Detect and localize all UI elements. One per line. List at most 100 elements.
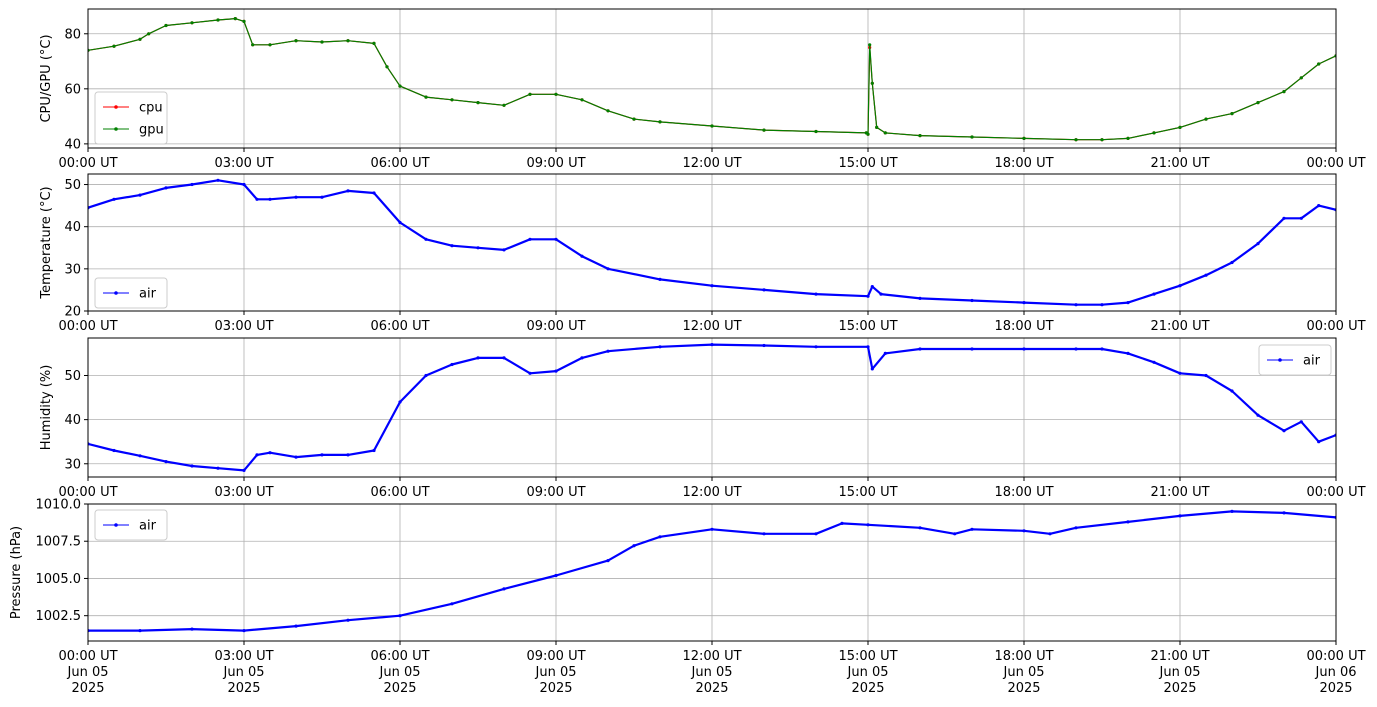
y-axis-label: Humidity (%) <box>39 365 54 451</box>
x-tick-label: 15:00 UT Jun 05 2025 <box>838 649 897 696</box>
data-point <box>294 195 298 199</box>
legend-label: air <box>139 519 157 534</box>
data-point <box>242 468 246 472</box>
data-point <box>1022 529 1026 533</box>
series-line-air <box>88 179 1336 306</box>
data-point <box>1282 90 1286 94</box>
y-tick-label: 1005.0 <box>36 572 82 587</box>
x-tick-label: 00:00 UT <box>58 156 117 171</box>
data-point <box>372 41 376 46</box>
data-point <box>1074 526 1078 530</box>
data-point <box>1230 260 1234 265</box>
data-point <box>814 345 818 349</box>
data-point <box>1256 101 1260 105</box>
data-point <box>658 277 662 281</box>
data-point <box>294 39 298 43</box>
data-point <box>1317 204 1321 208</box>
data-point <box>112 44 116 48</box>
data-point <box>632 117 636 121</box>
data-point <box>398 400 402 404</box>
data-point <box>268 197 272 201</box>
data-point <box>294 455 298 459</box>
data-point <box>1282 216 1286 220</box>
data-point <box>294 624 298 628</box>
data-point <box>268 451 272 455</box>
data-point <box>320 195 324 199</box>
x-tick-label: 06:00 UT Jun 05 2025 <box>370 649 429 696</box>
x-tick-label: 00:00 UT <box>1306 156 1365 171</box>
data-point <box>918 347 922 351</box>
x-tick-label: 09:00 UT <box>526 156 585 171</box>
data-point <box>242 19 246 23</box>
x-tick-label: 21:00 UT <box>1150 485 1209 500</box>
x-tick-label: 12:00 UT <box>682 319 741 334</box>
data-point <box>658 120 662 124</box>
data-point <box>554 237 558 241</box>
chart-panel-1: 40 60 80 00:00 UT 03:00 UT 06:00 UT 09:00 UT 12… <box>39 8 1366 171</box>
data-point <box>138 193 142 197</box>
data-point <box>216 466 220 470</box>
data-point <box>1256 413 1260 417</box>
data-point <box>138 454 142 458</box>
data-point <box>1048 532 1052 536</box>
x-tick-label: 18:00 UT <box>994 156 1053 171</box>
data-point <box>606 349 610 353</box>
data-point <box>1299 216 1303 220</box>
y-tick-label: 30 <box>64 457 81 472</box>
data-point <box>1022 301 1026 305</box>
data-point <box>233 17 237 21</box>
x-tick-label: 12:00 UT <box>682 156 741 171</box>
data-point <box>554 573 558 578</box>
x-tick-label: 00:00 UT <box>1306 319 1365 334</box>
data-point <box>918 526 922 530</box>
legend: air <box>94 277 168 309</box>
data-point <box>476 246 480 250</box>
data-point <box>879 292 883 296</box>
data-point <box>1299 420 1303 424</box>
x-tick-label: 09:00 UT Jun 05 2025 <box>526 649 585 696</box>
series-air <box>88 509 1336 633</box>
data-point <box>1178 284 1182 288</box>
data-point <box>255 197 259 201</box>
data-point <box>1299 76 1303 80</box>
legend-label: gpu <box>139 123 164 138</box>
data-point <box>953 532 957 536</box>
x-tick-label: 12:00 UT <box>682 485 741 500</box>
data-point <box>1178 125 1182 129</box>
data-point <box>1204 373 1208 378</box>
data-point <box>710 124 714 128</box>
series-gpu <box>88 17 1336 142</box>
data-point <box>346 618 350 622</box>
data-point <box>138 37 142 41</box>
data-point <box>1126 351 1130 355</box>
legend-marker <box>114 127 118 131</box>
x-tick-label: 21:00 UT <box>1150 319 1209 334</box>
data-point <box>268 43 272 47</box>
legend-marker <box>114 523 118 527</box>
data-point <box>554 369 558 373</box>
data-point <box>502 587 506 591</box>
data-point <box>1282 511 1286 515</box>
data-point <box>216 18 220 22</box>
data-point <box>606 559 610 563</box>
data-point <box>554 92 558 96</box>
x-tick-label: 03:00 UT <box>214 319 273 334</box>
data-point <box>450 244 454 248</box>
data-point <box>918 296 922 300</box>
data-point <box>424 373 428 378</box>
data-point <box>255 453 259 457</box>
y-tick-label: 1007.5 <box>36 535 82 550</box>
data-point <box>762 343 766 348</box>
data-point <box>1178 514 1182 518</box>
legend-label: cpu <box>139 101 163 116</box>
legend-box <box>94 277 168 309</box>
data-point <box>251 43 255 47</box>
data-point <box>1204 117 1208 121</box>
data-point <box>528 371 532 375</box>
x-tick-label: 00:00 UT <box>58 485 117 500</box>
data-point <box>606 109 610 113</box>
legend-label: air <box>139 287 157 302</box>
data-point <box>190 464 194 468</box>
legend-marker <box>114 105 118 109</box>
